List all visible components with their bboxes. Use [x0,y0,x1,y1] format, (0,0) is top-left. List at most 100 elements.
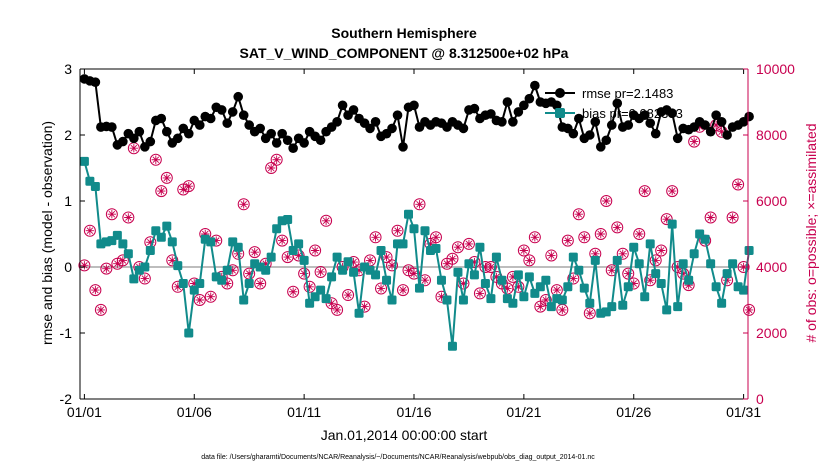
obs-assimilated-marker [635,229,644,239]
bias-point [458,295,468,305]
bias-point [700,234,710,244]
obs-assimilated-marker [360,302,369,311]
bias-point [475,242,485,252]
bias-point [497,275,507,285]
obs-assimilated-marker [129,144,139,153]
obs-assimilated-marker [113,259,122,268]
obs-point [331,303,344,316]
rmse-point [332,117,342,127]
obs-assimilated-marker [536,302,545,311]
obs-point [688,135,701,148]
rmse-point [639,110,650,120]
rmse-point [387,123,397,134]
obs-possible-marker [397,284,410,297]
obs-point [265,162,278,174]
obs-assimilated-marker [332,305,342,315]
obs-assimilated-marker [541,295,551,305]
bias-point [706,259,716,269]
obs-possible-marker [386,259,399,272]
bias-point [464,259,474,269]
obs-assimilated-marker [503,284,512,293]
rmse-series [79,74,754,153]
x-tick-label: 01/26 [616,404,651,420]
obs-assimilated-marker [398,285,408,295]
obs-point [660,213,673,226]
obs-assimilated-marker [118,256,128,265]
obs-point [539,294,552,306]
obs-point [155,185,168,198]
obs-possible-marker [512,280,525,293]
obs-point [375,282,388,295]
obs-assimilated-marker [646,276,655,285]
bias-point [447,341,457,351]
bias-point [414,283,424,293]
y-axis-label-right: # of obs: o=possible; ×=assimilated [803,123,819,342]
rmse-point [606,120,617,130]
bias-point [354,308,364,318]
bias-point [568,252,578,262]
rmse-point [623,120,634,130]
rmse-point [486,109,496,119]
obs-possible-marker [732,178,745,191]
obs-point [391,224,404,237]
obs-assimilated-marker [228,266,237,275]
rmse-point [744,111,754,122]
bias-point [129,274,139,284]
obs-possible-marker [616,247,629,260]
obs-assimilated-marker [321,216,331,225]
obs-assimilated-marker [261,259,270,268]
bias-point [90,181,100,191]
obs-point [193,294,206,306]
rmse-point [238,110,249,120]
obs-point [287,285,300,298]
obs-assimilated-marker [195,295,204,305]
obs-assimilated-marker [618,249,627,258]
rmse-point [711,110,721,120]
bias-point [167,237,177,247]
obs-point [292,249,305,262]
bias-point [656,279,666,288]
rmse-point [282,135,293,146]
x-tick-label: 01/21 [506,404,541,420]
obs-assimilated-marker [591,249,600,258]
rmse-point [183,128,194,139]
obs-assimilated-marker [744,305,754,315]
obs-point [446,252,459,265]
obs-possible-marker [160,171,173,184]
rmse-point [233,91,244,102]
obs-possible-marker [408,267,420,280]
bias-point [711,282,721,292]
obs-assimilated-marker [629,279,638,288]
obs-point [704,211,717,224]
obs-point [451,241,464,254]
obs-point [309,244,322,257]
obs-assimilated-marker [316,267,325,277]
rmse-point [194,120,205,130]
obs-possible-marker [644,274,657,287]
obs-possible-marker [78,259,91,272]
obs-assimilated-marker [244,269,254,278]
obs-assimilated-marker [277,236,287,245]
x-tick-label: 01/06 [177,404,212,420]
obs-assimilated-marker [580,233,589,242]
obs-point [105,208,118,221]
obs-point [523,254,536,267]
obs-assimilated-marker [464,239,474,249]
bias-point [184,328,194,338]
bias-series [79,156,754,351]
rmse-point [650,128,661,139]
rmse-point [568,128,579,139]
rmse-point [552,100,562,111]
y-left-tick-label: 1 [64,193,72,209]
rmse-point [667,108,677,119]
obs-point [732,178,745,191]
chart-title: Southern Hemisphere [331,25,477,41]
bias-point [480,279,490,288]
rmse-point [530,80,540,91]
obs-assimilated-marker [420,276,430,285]
bias-point [178,279,188,288]
rmse-point [370,117,381,127]
obs-possible-marker [578,231,591,244]
obs-point [237,198,250,211]
